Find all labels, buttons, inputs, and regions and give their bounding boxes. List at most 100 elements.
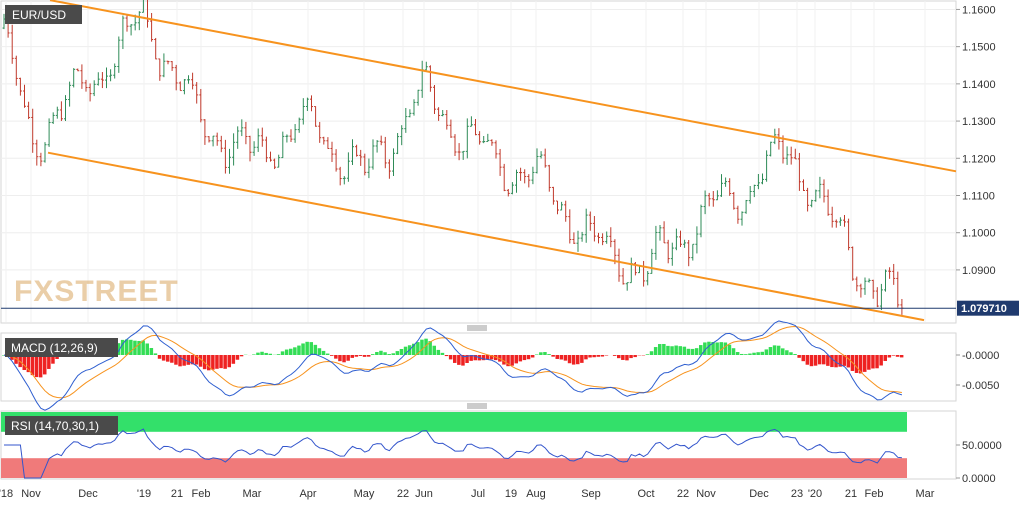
panel-splitter-1[interactable] (467, 325, 487, 331)
rsi-label: RSI (14,70,30,1) (11, 419, 99, 433)
macd-histogram-bar (670, 346, 674, 355)
macd-histogram-bar (506, 355, 510, 367)
macd-histogram-bar (416, 342, 420, 355)
macd-histogram-bar (145, 343, 149, 355)
macd-histogram-bar (149, 348, 154, 355)
macd-histogram-bar (612, 355, 617, 356)
macd-histogram-bar (465, 355, 469, 363)
macd-histogram-bar (826, 355, 830, 366)
macd-histogram-bar (293, 347, 297, 355)
macd-histogram-bar (694, 348, 699, 355)
macd-histogram-bar (129, 339, 133, 355)
time-tick-label: Jun (415, 488, 433, 500)
channel-upper-line[interactable] (49, 0, 957, 173)
time-tick-label: 22 (677, 488, 689, 500)
macd-histogram-bar (260, 351, 264, 355)
macd-label: MACD (12,26,9) (11, 341, 98, 355)
macd-histogram-bar (854, 355, 859, 373)
macd-histogram-bar (305, 341, 309, 355)
last-price-badge: 1.079710 (957, 300, 1019, 316)
macd-histogram-bar (752, 352, 756, 355)
macd-histogram-bar (682, 346, 687, 355)
macd-histogram-bar (863, 355, 867, 372)
macd-histogram-bar (555, 355, 559, 359)
macd-histogram-bar (325, 353, 330, 355)
macd-histogram-bar (596, 355, 600, 357)
time-tick-label: May (354, 488, 375, 500)
macd-histogram-bar (489, 355, 494, 360)
price-tick-label: 1.1200 (962, 153, 996, 165)
macd-histogram-bar (231, 355, 236, 364)
macd-tick-label: -0.0000 (962, 350, 999, 362)
price-tick-label: 1.0900 (962, 265, 996, 277)
macd-histogram-bar (469, 355, 473, 361)
macd-histogram-bar (813, 355, 818, 366)
price-channel (47, 0, 957, 322)
macd-histogram-bar (157, 355, 162, 359)
rsi-tick-label: 50.0000 (962, 440, 1002, 452)
macd-histogram-bar (580, 355, 584, 363)
macd-histogram-bar (875, 355, 879, 369)
macd-histogram-bar (239, 355, 244, 357)
macd-histogram-bar (649, 351, 654, 355)
time-tick-label: Mar (243, 488, 262, 500)
rsi-oversold-zone (1, 458, 907, 478)
macd-histogram-bar (543, 352, 547, 355)
macd-signal-line (3, 325, 902, 399)
macd-histogram-bar (571, 355, 576, 365)
macd-histogram-bar (690, 348, 695, 355)
time-tick-label: Sep (581, 488, 601, 500)
time-tick-label: Nov (21, 488, 41, 500)
channel-lower-line[interactable] (47, 151, 925, 322)
macd-histogram-bar (399, 348, 404, 355)
macd-histogram-bar (473, 355, 477, 361)
macd-histogram-bar (559, 355, 564, 360)
macd-histogram-bar (346, 355, 350, 361)
macd-histogram-bar (383, 352, 387, 355)
rsi-tick-label: 0.0000 (962, 473, 996, 485)
macd-histogram-bar (334, 355, 338, 359)
macd-badge: MACD (12,26,9) (5, 338, 118, 357)
macd-histogram-bar (801, 355, 805, 362)
macd-histogram-bar (535, 354, 539, 355)
macd-histogram-bar (174, 355, 178, 365)
macd-histogram-bar (289, 348, 293, 355)
macd-panel (0, 332, 957, 402)
macd-axis: -0.0000 -0.0050 (956, 350, 999, 392)
macd-histogram-bar (436, 349, 441, 355)
macd-histogram-bar (625, 355, 629, 361)
macd-histogram-bar (120, 339, 125, 355)
macd-histogram-bar (629, 355, 633, 359)
macd-histogram-bar (592, 355, 596, 358)
macd-histogram-bar (842, 355, 846, 366)
macd-histogram-bar (190, 355, 195, 365)
macd-histogram-bar (194, 355, 199, 365)
rsi-axis: 50.0000 0.0000 (956, 440, 1002, 485)
macd-histogram-bar (633, 355, 637, 358)
macd-histogram-bar (284, 349, 289, 355)
macd-histogram-bar (703, 342, 707, 355)
price-tick-label: 1.1600 (962, 4, 996, 16)
macd-histogram-bar (43, 355, 47, 375)
macd-plot (2, 320, 904, 411)
price-axis: 1.1600 1.1500 1.1400 1.1300 1.1200 1.1100 1.10… (956, 4, 996, 277)
macd-histogram-bar (211, 355, 215, 370)
macd-histogram-bar (563, 355, 568, 361)
panel-splitter-2[interactable] (467, 403, 487, 409)
macd-histogram-bar (781, 348, 785, 355)
macd-histogram-bar (297, 345, 301, 355)
macd-histogram-bar (539, 352, 543, 355)
macd-histogram-bar (215, 355, 219, 369)
time-tick-label: '19 (137, 488, 151, 500)
macd-histogram-bar (424, 338, 428, 355)
macd-histogram-bar (846, 355, 851, 368)
macd-histogram-bar (653, 347, 658, 355)
macd-histogram-bar (391, 353, 395, 355)
macd-histogram-bar (621, 355, 625, 360)
macd-histogram-bar (822, 355, 826, 365)
macd-histogram-bar (514, 355, 518, 364)
macd-histogram-bar (793, 354, 797, 355)
macd-histogram-bar (567, 355, 572, 364)
price-candles (2, 0, 904, 315)
